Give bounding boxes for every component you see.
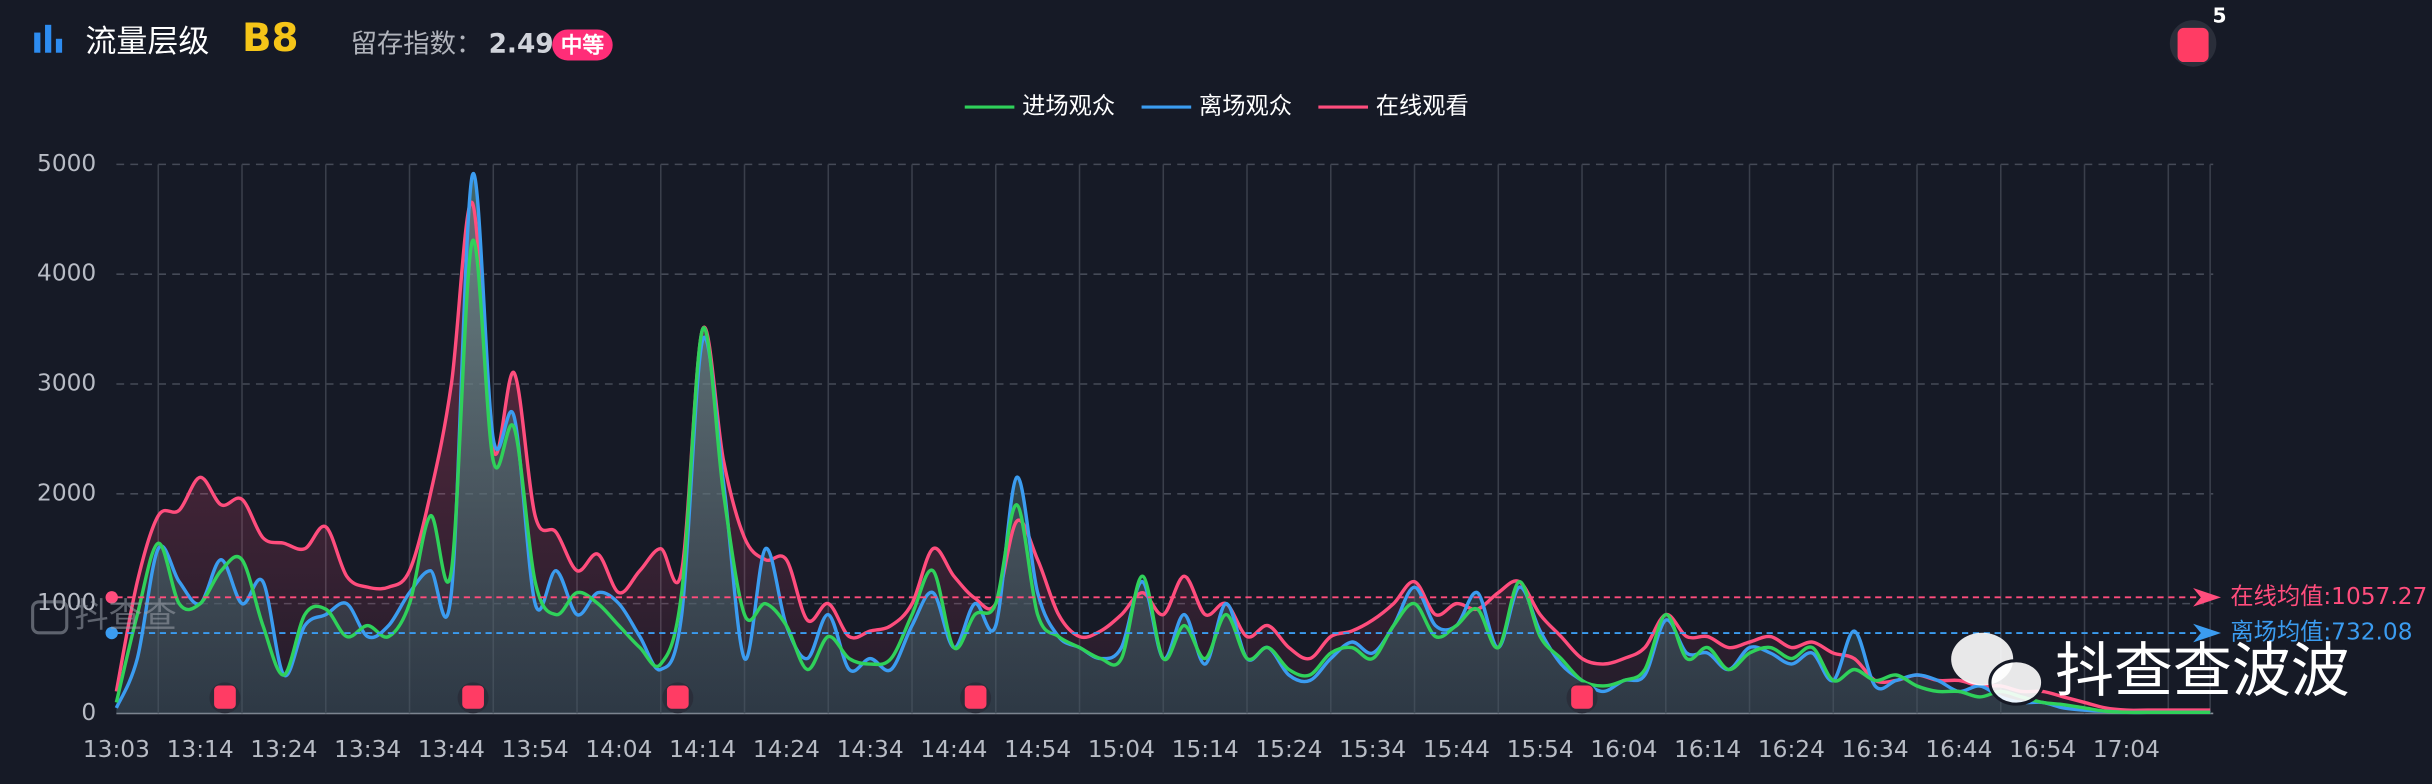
x-tick-label: 13:34 [334,736,401,763]
legend-label: 离场观众 [1199,93,1292,120]
x-tick-label: 15:24 [1255,736,1322,763]
x-tick-label: 14:24 [753,736,820,763]
mark-label: 在线均值:1057.27 [2230,583,2427,610]
x-tick-label: 16:34 [1842,736,1909,763]
header-icon [34,24,63,53]
envelope-icon [964,685,987,709]
x-tick-label: 14:14 [669,736,736,763]
y-tick-label: 4000 [37,260,96,287]
x-tick-label: 15:44 [1423,736,1490,763]
header-title: 流量层级 [85,24,209,60]
retention-value: 2.49 [489,29,554,59]
mark-arrow [2193,588,2222,607]
envelope-icon [666,685,689,709]
wechat-icon [1951,632,2045,706]
x-tick-label: 16:44 [1925,736,1992,763]
legend-label: 在线观看 [1376,93,1469,120]
x-tick-label: 15:04 [1088,736,1155,763]
y-tick-label: 3000 [37,370,96,397]
x-tick-label: 16:04 [1590,736,1657,763]
x-tick-label: 17:04 [2093,736,2160,763]
watermark: 抖查查波波 [2055,636,2350,705]
x-tick-label: 13:14 [167,736,234,763]
envelope-icon [1571,685,1593,709]
y-tick-label: 2000 [37,479,96,506]
x-tick-label: 14:34 [837,736,904,763]
watermark: 抖查查 [75,596,177,636]
y-tick-label: 5000 [37,150,96,177]
x-tick-label: 13:03 [83,736,150,763]
mark-arrow [2193,623,2222,643]
x-tick-label: 15:14 [1172,736,1239,763]
y-tick-label: 0 [81,699,96,726]
x-tick-label: 16:14 [1674,736,1741,763]
count: 5 [2212,4,2226,28]
envelope-icon [214,685,236,709]
line [114,238,2211,715]
legend-label: 进场观众 [1022,93,1115,120]
mark-label: 离场均值:732.08 [2230,619,2412,646]
x-tick-label: 15:34 [1339,736,1406,763]
x-tick-label: 16:54 [2009,736,2076,763]
x-tick-label: 13:44 [418,736,485,763]
badge [552,29,613,61]
mark-start [105,591,118,604]
x-tick-label: 14:54 [1004,736,1071,763]
retention-label: 留存指数： [351,29,483,59]
x-tick-label: 13:54 [502,736,569,763]
x-tick-label: 13:24 [250,736,317,763]
watermark-icon [31,600,69,635]
level: B8 [242,16,299,61]
envelope-icon [462,685,484,709]
x-tick-label: 16:24 [1758,736,1825,763]
envelope-icon [2177,27,2209,63]
area [116,240,2211,714]
x-tick-label: 14:04 [585,736,652,763]
x-tick-label: 15:54 [1507,736,1574,763]
area [116,202,2211,714]
badge-text: 中等 [561,33,605,59]
mark-start [105,626,118,640]
x-tick-label: 14:44 [920,736,987,763]
